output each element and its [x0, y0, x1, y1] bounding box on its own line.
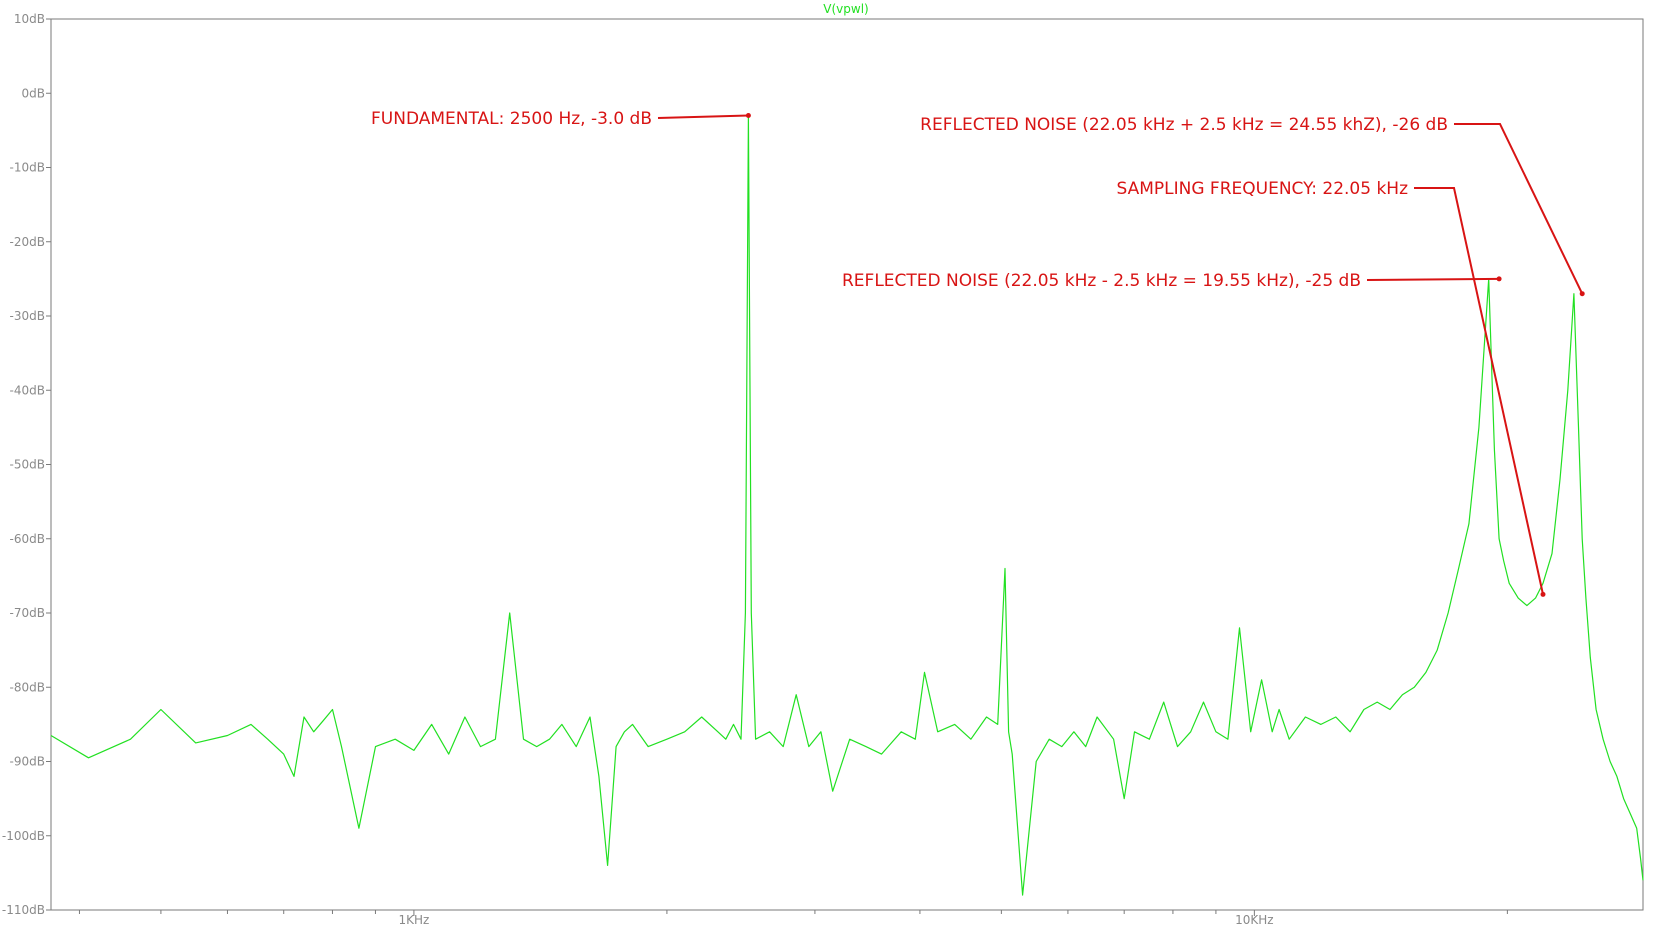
y-tick-label: -110dB: [2, 903, 45, 917]
annotation-leader: [1366, 277, 1500, 281]
x-axis: 1KHz 10KHz: [78, 910, 1508, 926]
y-tick-label: -40dB: [10, 383, 45, 397]
y-tick-label: -50dB: [10, 458, 45, 472]
annotation-marker: [1540, 591, 1546, 597]
plot-frame: [50, 18, 1644, 911]
y-tick-label: -70dB: [10, 606, 45, 620]
annotation-reflected-noise-lower: REFLECTED NOISE (22.05 kHz - 2.5 kHz = 1…: [842, 271, 1361, 291]
y-tick-label: -60dB: [10, 532, 45, 546]
y-tick-label: -20dB: [10, 235, 45, 249]
annotation-layer: FUNDAMENTAL: 2500 Hz, -3.0 dB REFLECTED …: [371, 109, 1585, 597]
annotation-leader: [1414, 187, 1544, 595]
annotation-marker: [1579, 291, 1585, 297]
x-tick-label: 10KHz: [1235, 913, 1273, 926]
y-tick-label: -90dB: [10, 755, 45, 769]
series-layer: [50, 114, 1644, 896]
y-axis: 10dB 0dB -10dB -20dB -30dB -40dB -50dB -60dB -70…: [2, 12, 51, 917]
x-tick-label: 1KHz: [398, 913, 429, 926]
y-tick-label: 10dB: [14, 12, 45, 26]
annotation-reflected-noise-upper: REFLECTED NOISE (22.05 kHz + 2.5 kHz = 2…: [920, 115, 1448, 135]
annotation-leader: [1454, 123, 1584, 295]
y-tick-label: 0dB: [22, 86, 45, 100]
y-tick-label: -100dB: [2, 829, 45, 843]
y-tick-label: -30dB: [10, 309, 45, 323]
series-line: [50, 114, 1644, 896]
annotation-fundamental: FUNDAMENTAL: 2500 Hz, -3.0 dB: [371, 109, 652, 129]
trace-title: V(vpwl): [823, 2, 868, 16]
annotation-sampling-frequency: SAMPLING FREQUENCY: 22.05 kHz: [1117, 179, 1409, 199]
annotation-leader: [657, 114, 749, 119]
y-tick-label: -80dB: [10, 680, 45, 694]
y-tick-label: -10dB: [10, 161, 45, 175]
annotation-marker: [745, 113, 751, 118]
annotation-marker: [1496, 276, 1502, 282]
